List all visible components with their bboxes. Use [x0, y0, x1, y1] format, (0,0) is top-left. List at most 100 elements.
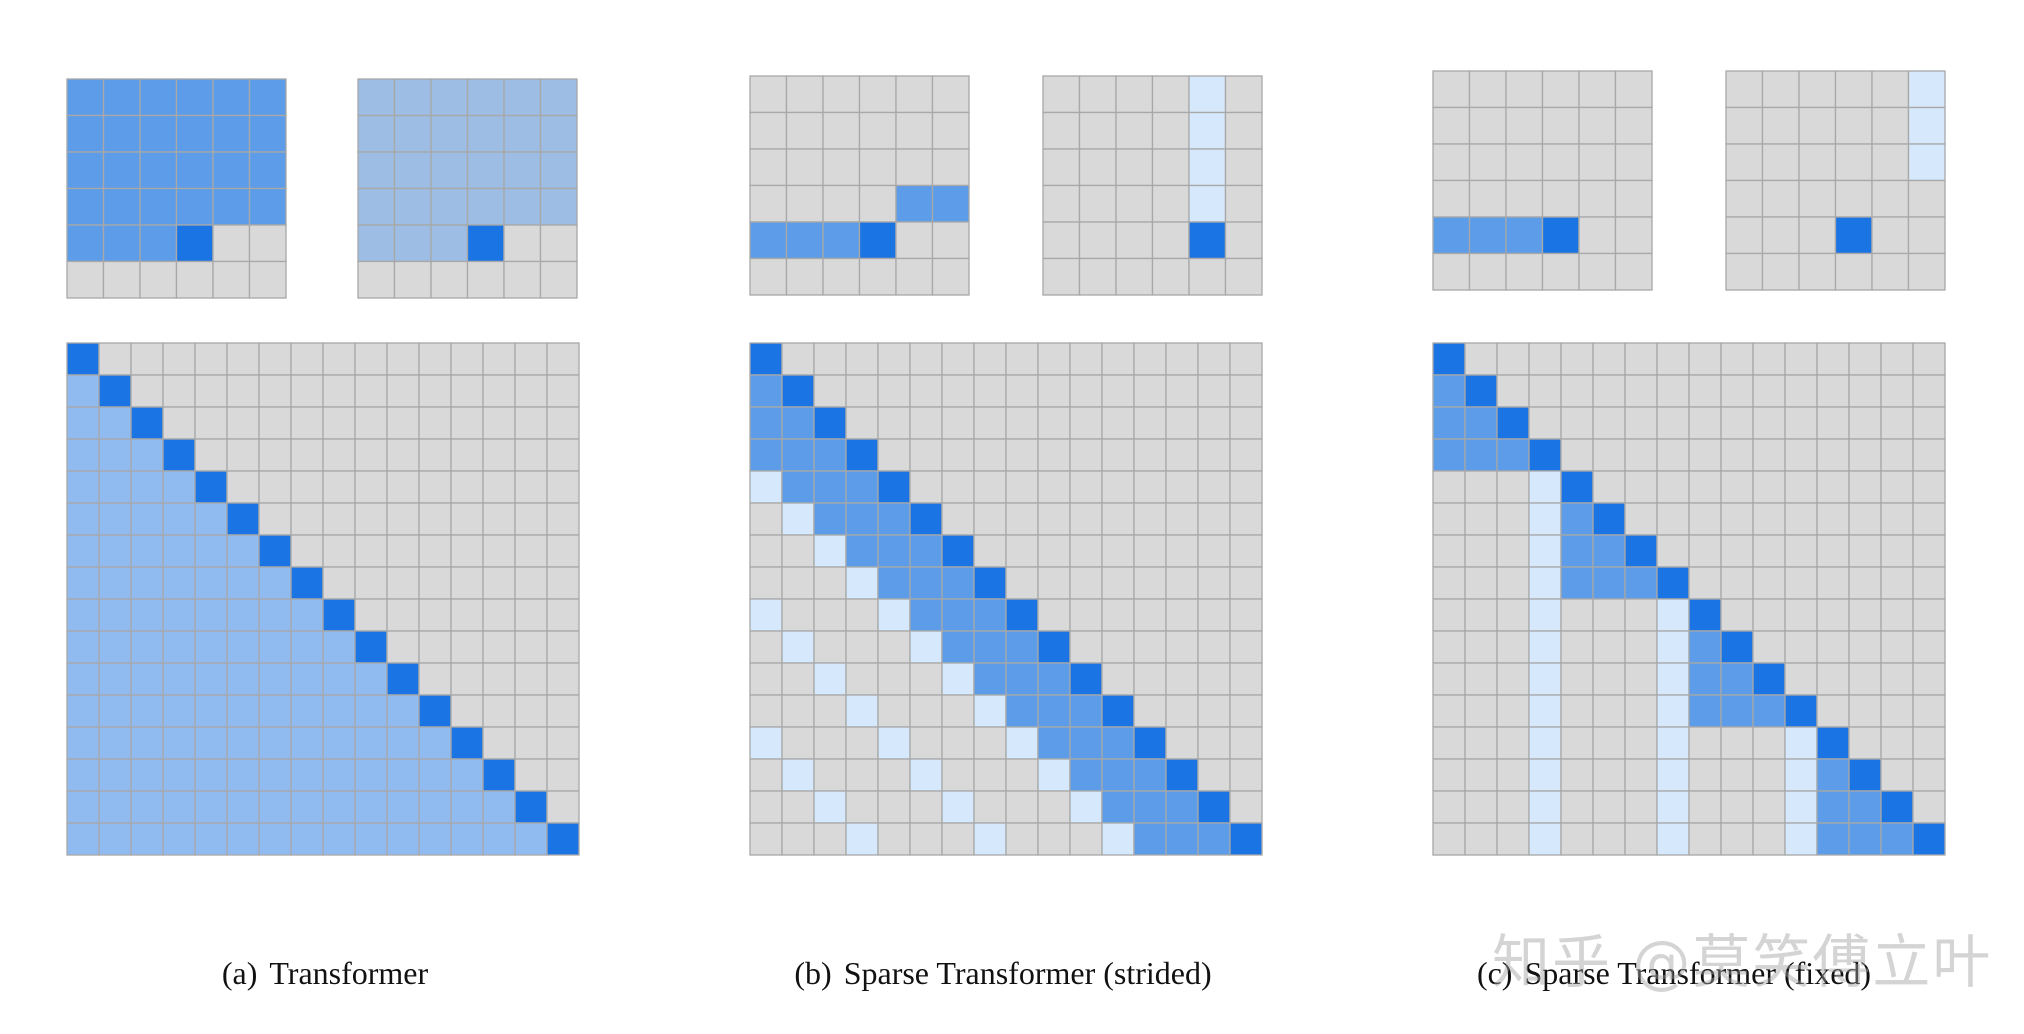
- attended-cell: [66, 598, 100, 632]
- empty-cell: [1069, 406, 1103, 440]
- attended-cell: [1133, 790, 1167, 824]
- attended-cell: [162, 502, 196, 536]
- query-cell: [290, 566, 324, 600]
- empty-cell: [1752, 534, 1786, 568]
- empty-cell: [514, 694, 548, 728]
- empty-cell: [386, 342, 420, 376]
- caption-sparse-fixed: (c) Sparse Transformer (fixed): [1477, 955, 1871, 992]
- empty-cell: [514, 502, 548, 536]
- attended-cell: [749, 374, 783, 408]
- empty-cell: [781, 726, 815, 760]
- attended-cell: [539, 78, 578, 117]
- empty-cell: [1880, 566, 1914, 600]
- empty-cell: [941, 694, 975, 728]
- empty-cell: [546, 694, 580, 728]
- empty-cell: [418, 534, 452, 568]
- empty-cell: [785, 75, 824, 114]
- empty-cell: [1165, 342, 1199, 376]
- attended-cell: [66, 566, 100, 600]
- query-cell: [1037, 630, 1071, 664]
- empty-cell: [546, 470, 580, 504]
- empty-cell: [450, 534, 484, 568]
- empty-cell: [1560, 374, 1594, 408]
- attended-cell: [430, 151, 469, 190]
- empty-cell: [1871, 106, 1910, 145]
- small-grid-a-1: [66, 78, 287, 299]
- empty-cell: [1133, 374, 1167, 408]
- empty-cell: [1197, 502, 1231, 536]
- empty-cell: [482, 406, 516, 440]
- empty-cell: [1133, 534, 1167, 568]
- empty-cell: [1464, 790, 1498, 824]
- attended-cell: [450, 758, 484, 792]
- empty-cell: [1151, 75, 1190, 114]
- empty-cell: [1880, 374, 1914, 408]
- empty-cell: [1912, 470, 1946, 504]
- attended-cell: [130, 758, 164, 792]
- empty-cell: [1720, 598, 1754, 632]
- empty-cell: [1042, 184, 1081, 223]
- empty-cell: [386, 598, 420, 632]
- empty-cell: [941, 726, 975, 760]
- empty-cell: [162, 342, 196, 376]
- empty-cell: [450, 566, 484, 600]
- empty-cell: [1624, 598, 1658, 632]
- empty-cell: [1752, 758, 1786, 792]
- empty-cell: [877, 630, 911, 664]
- empty-cell: [1688, 566, 1722, 600]
- empty-cell: [1592, 342, 1626, 376]
- empty-cell: [1752, 342, 1786, 376]
- empty-cell: [1688, 822, 1722, 856]
- attended-cell: [941, 790, 975, 824]
- empty-cell: [514, 374, 548, 408]
- empty-cell: [322, 534, 356, 568]
- empty-cell: [1912, 566, 1946, 600]
- attended-cell: [162, 694, 196, 728]
- empty-cell: [482, 630, 516, 664]
- attended-cell: [66, 630, 100, 664]
- empty-cell: [1188, 257, 1227, 296]
- attended-cell: [1432, 216, 1471, 255]
- attended-cell: [386, 758, 420, 792]
- empty-cell: [258, 406, 292, 440]
- empty-cell: [1656, 374, 1690, 408]
- empty-cell: [1432, 143, 1471, 182]
- empty-cell: [1880, 534, 1914, 568]
- attended-cell: [66, 534, 100, 568]
- empty-cell: [546, 598, 580, 632]
- empty-cell: [1496, 790, 1530, 824]
- attended-cell: [226, 630, 260, 664]
- empty-cell: [290, 406, 324, 440]
- query-cell: [1834, 216, 1873, 255]
- attended-cell: [1592, 566, 1626, 600]
- attended-cell: [1592, 534, 1626, 568]
- empty-cell: [1037, 342, 1071, 376]
- empty-cell: [1197, 662, 1231, 696]
- empty-cell: [1496, 566, 1530, 600]
- attended-cell: [66, 187, 105, 226]
- empty-cell: [1871, 252, 1910, 291]
- empty-cell: [1101, 502, 1135, 536]
- empty-cell: [1078, 184, 1117, 223]
- empty-cell: [430, 260, 469, 299]
- empty-cell: [785, 257, 824, 296]
- empty-cell: [749, 566, 783, 600]
- query-cell: [1528, 438, 1562, 472]
- empty-cell: [450, 470, 484, 504]
- query-cell: [1069, 662, 1103, 696]
- attended-cell: [130, 662, 164, 696]
- empty-cell: [1151, 257, 1190, 296]
- query-cell: [322, 598, 356, 632]
- attended-cell: [1656, 598, 1690, 632]
- attended-cell: [102, 187, 141, 226]
- empty-cell: [973, 534, 1007, 568]
- empty-cell: [1069, 566, 1103, 600]
- empty-cell: [1229, 662, 1263, 696]
- empty-cell: [482, 438, 516, 472]
- attended-cell: [1528, 790, 1562, 824]
- attended-cell: [1101, 790, 1135, 824]
- empty-cell: [482, 374, 516, 408]
- empty-cell: [1101, 630, 1135, 664]
- empty-cell: [1464, 566, 1498, 600]
- empty-cell: [781, 790, 815, 824]
